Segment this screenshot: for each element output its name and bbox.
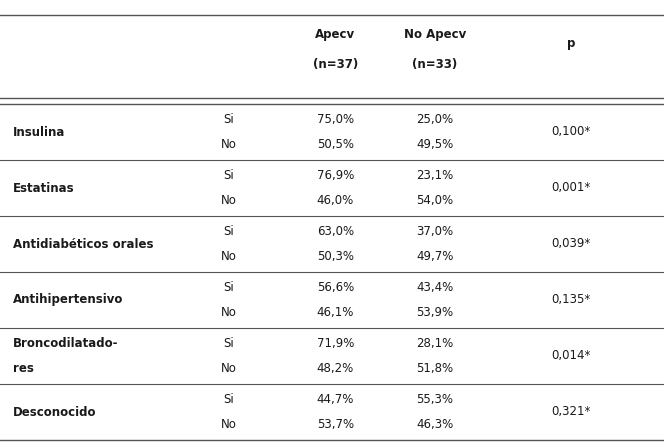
Text: 53,9%: 53,9% <box>416 306 454 319</box>
Text: 50,3%: 50,3% <box>317 250 354 264</box>
Text: 0,100*: 0,100* <box>551 125 591 139</box>
Text: 55,3%: 55,3% <box>416 392 454 405</box>
Text: Desconocido: Desconocido <box>13 405 97 418</box>
Text: p: p <box>567 37 575 50</box>
Text: No: No <box>221 363 237 376</box>
Text: 51,8%: 51,8% <box>416 363 454 376</box>
Text: No Apecv: No Apecv <box>404 28 466 41</box>
Text: 71,9%: 71,9% <box>317 337 354 350</box>
Text: Si: Si <box>224 281 234 293</box>
Text: 49,7%: 49,7% <box>416 250 454 264</box>
Text: No: No <box>221 138 237 151</box>
Text: No: No <box>221 418 237 431</box>
Text: 0,039*: 0,039* <box>551 238 591 251</box>
Text: Si: Si <box>224 392 234 405</box>
Text: (n=37): (n=37) <box>313 58 358 71</box>
Text: Si: Si <box>224 225 234 238</box>
Text: 23,1%: 23,1% <box>416 169 454 182</box>
Text: Estatinas: Estatinas <box>13 182 75 194</box>
Text: 49,5%: 49,5% <box>416 138 454 151</box>
Text: 48,2%: 48,2% <box>317 363 354 376</box>
Text: Apecv: Apecv <box>315 28 355 41</box>
Text: 46,0%: 46,0% <box>317 194 354 207</box>
Text: (n=33): (n=33) <box>412 58 457 71</box>
Text: 46,1%: 46,1% <box>317 306 354 319</box>
Text: 54,0%: 54,0% <box>416 194 454 207</box>
Text: 28,1%: 28,1% <box>416 337 454 350</box>
Text: 44,7%: 44,7% <box>317 392 354 405</box>
Text: 53,7%: 53,7% <box>317 418 354 431</box>
Text: 75,0%: 75,0% <box>317 113 354 126</box>
Text: 63,0%: 63,0% <box>317 225 354 238</box>
Text: 50,5%: 50,5% <box>317 138 354 151</box>
Text: Si: Si <box>224 113 234 126</box>
Text: 0,014*: 0,014* <box>551 350 591 363</box>
Text: Antidiabéticos orales: Antidiabéticos orales <box>13 238 154 251</box>
Text: 0,321*: 0,321* <box>551 405 591 418</box>
Text: Broncodilatado-: Broncodilatado- <box>13 337 119 350</box>
Text: res: res <box>13 363 34 376</box>
Text: No: No <box>221 250 237 264</box>
Text: No: No <box>221 306 237 319</box>
Text: 0,135*: 0,135* <box>551 293 591 306</box>
Text: 25,0%: 25,0% <box>416 113 454 126</box>
Text: 43,4%: 43,4% <box>416 281 454 293</box>
Text: No: No <box>221 194 237 207</box>
Text: Antihipertensivo: Antihipertensivo <box>13 293 124 306</box>
Text: 37,0%: 37,0% <box>416 225 454 238</box>
Text: 76,9%: 76,9% <box>317 169 354 182</box>
Text: Si: Si <box>224 169 234 182</box>
Text: 56,6%: 56,6% <box>317 281 354 293</box>
Text: Si: Si <box>224 337 234 350</box>
Text: Insulina: Insulina <box>13 125 66 139</box>
Text: 46,3%: 46,3% <box>416 418 454 431</box>
Text: 0,001*: 0,001* <box>551 182 591 194</box>
